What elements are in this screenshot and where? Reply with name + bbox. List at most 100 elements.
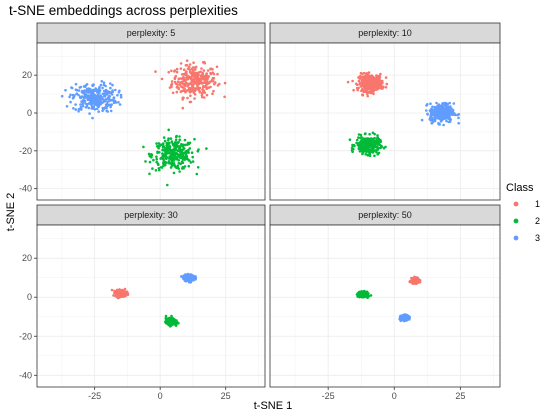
data-point <box>445 117 449 120</box>
data-point <box>352 88 355 92</box>
panel: perplexity: 50 -25 0 25 <box>269 204 501 401</box>
panel-border <box>269 42 501 201</box>
data-point <box>189 277 193 280</box>
data-point <box>60 94 64 98</box>
data-point <box>366 141 370 144</box>
legend-label: 2 <box>535 216 540 226</box>
data-point <box>118 292 121 296</box>
data-point <box>81 104 85 108</box>
data-point <box>171 322 174 326</box>
data-point <box>170 161 174 164</box>
x-axis-title: t-SNE 1 <box>254 400 293 412</box>
data-point <box>196 72 200 76</box>
data-point <box>195 77 198 80</box>
panel-strip-label: perplexity: 10 <box>358 28 412 38</box>
data-point <box>367 144 370 147</box>
data-point <box>437 103 441 106</box>
data-point <box>363 83 367 86</box>
data-point <box>176 166 179 170</box>
legend-key <box>513 218 519 224</box>
data-point <box>364 148 368 151</box>
data-point <box>88 102 92 105</box>
panel-background <box>270 225 500 387</box>
data-point <box>425 109 428 112</box>
data-point <box>361 291 364 295</box>
data-point <box>99 83 103 87</box>
data-point <box>91 84 94 87</box>
data-point <box>181 73 185 76</box>
data-point <box>158 151 161 154</box>
data-point <box>85 83 89 86</box>
data-point <box>372 90 375 93</box>
data-point <box>114 294 117 298</box>
data-point <box>366 75 369 79</box>
data-point <box>183 79 186 82</box>
legend-items: 1 2 3 <box>513 199 540 243</box>
data-point <box>170 82 174 86</box>
data-point <box>196 85 199 88</box>
panels: perplexity: 5 -40 -20 0 20 perplexity: 10 perp… <box>19 22 501 401</box>
data-point <box>218 82 221 86</box>
points <box>355 275 422 323</box>
data-point <box>185 64 189 67</box>
data-point <box>211 92 214 95</box>
data-point <box>366 92 369 96</box>
data-point <box>119 93 123 97</box>
data-point <box>356 143 360 146</box>
data-point <box>362 293 366 297</box>
data-point <box>205 93 209 97</box>
panel: perplexity: 10 <box>269 22 501 201</box>
data-point <box>170 151 174 155</box>
data-point <box>161 152 164 155</box>
data-point <box>362 141 366 145</box>
data-point <box>200 67 203 70</box>
data-point <box>77 89 81 92</box>
data-point <box>384 76 388 79</box>
data-point <box>71 93 75 97</box>
data-point <box>94 97 97 101</box>
data-point <box>200 93 204 97</box>
data-point <box>177 140 180 144</box>
data-point <box>201 86 205 89</box>
data-point <box>188 82 191 85</box>
panel-strip-label: perplexity: 5 <box>127 28 176 38</box>
y-tick-label: -40 <box>19 370 32 380</box>
data-point <box>88 112 91 115</box>
data-point <box>164 314 168 318</box>
data-point <box>94 87 97 90</box>
legend-key <box>513 201 519 207</box>
y-tick-label: 20 <box>22 70 32 80</box>
data-point <box>179 153 183 156</box>
data-point <box>370 75 374 79</box>
data-point <box>189 71 193 75</box>
data-point <box>438 108 441 112</box>
data-point <box>373 154 376 158</box>
data-point <box>189 161 193 164</box>
data-point <box>91 116 94 120</box>
data-point <box>148 160 152 164</box>
data-point <box>205 74 208 77</box>
data-point <box>356 88 360 92</box>
data-point <box>167 137 170 140</box>
data-point <box>171 91 175 95</box>
data-point <box>106 93 109 96</box>
data-point <box>172 151 176 155</box>
data-point <box>204 84 208 87</box>
data-point <box>196 166 200 169</box>
data-point <box>435 106 439 110</box>
data-point <box>384 145 387 149</box>
data-point <box>182 76 185 79</box>
data-point <box>440 110 444 114</box>
data-point <box>188 63 192 66</box>
data-point <box>175 146 178 149</box>
data-point <box>175 90 179 94</box>
data-point <box>95 103 99 106</box>
data-point <box>354 82 358 86</box>
data-point <box>196 87 199 91</box>
data-point <box>187 87 191 90</box>
data-point <box>142 145 145 149</box>
data-point <box>429 113 433 117</box>
data-point <box>168 316 172 320</box>
data-point <box>183 138 187 142</box>
data-point <box>90 90 94 94</box>
